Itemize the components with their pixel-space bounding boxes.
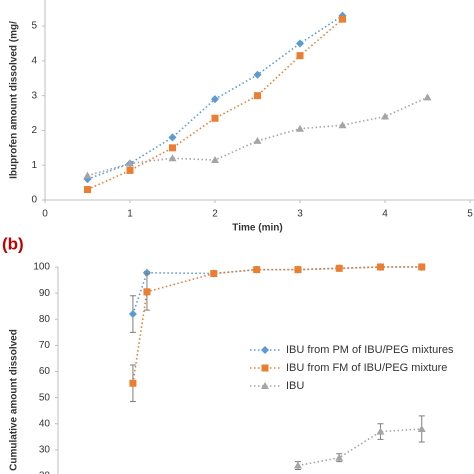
y-axis-title: Ibuprofen amount dissolved (mg/	[9, 21, 20, 179]
point	[338, 121, 347, 129]
point	[417, 424, 426, 432]
point	[253, 70, 262, 79]
point	[253, 266, 261, 274]
point	[211, 156, 219, 163]
legend-label: IBU	[286, 380, 304, 392]
point	[84, 186, 91, 194]
legend-label: IBU from PM of IBU/PEG mixtures	[286, 344, 454, 356]
y-tick-label: 100	[33, 262, 50, 273]
y-tick-label: 80	[39, 314, 51, 325]
panel-label: (b)	[2, 234, 24, 253]
x-tick-label: 3	[297, 209, 303, 220]
y-tick-label: 20	[39, 471, 51, 474]
point	[296, 52, 304, 60]
point	[211, 95, 219, 104]
point	[296, 39, 304, 48]
x-tick-label: 5	[467, 209, 473, 220]
x-tick-label: 1	[127, 209, 133, 220]
point	[126, 159, 134, 167]
y-tick-label: 3	[31, 90, 37, 101]
x-axis-title: Time (min)	[232, 223, 282, 234]
point	[293, 461, 302, 469]
x-tick-label: 0	[42, 209, 48, 220]
point	[376, 427, 385, 435]
y-tick-label: 0	[31, 195, 37, 206]
point	[376, 263, 384, 271]
point	[168, 154, 177, 162]
point	[168, 133, 177, 142]
y-tick-label: 50	[39, 392, 51, 403]
point	[296, 124, 304, 132]
point	[143, 288, 151, 296]
point	[253, 136, 262, 144]
point	[294, 266, 302, 274]
y-axis-title: Cumulative amount dissolved	[9, 329, 20, 471]
series-line	[132, 266, 422, 315]
point	[142, 268, 151, 277]
y-tick-label: 60	[39, 366, 51, 377]
point	[423, 93, 432, 101]
point	[339, 15, 346, 23]
y-tick-label: 2	[31, 125, 37, 136]
point	[210, 270, 218, 278]
point	[381, 112, 389, 120]
point	[83, 171, 92, 179]
y-tick-label: 5	[31, 21, 37, 32]
y-tick-label: 70	[39, 340, 51, 351]
x-tick-label: 4	[382, 209, 388, 220]
y-tick-label: 1	[31, 160, 37, 171]
legend-label: IBU from FM of IBU/PEG mixture	[286, 362, 447, 374]
series-line	[297, 428, 422, 467]
legend-marker	[261, 382, 269, 389]
point	[129, 379, 137, 387]
point	[335, 264, 343, 272]
y-tick-label: 40	[39, 418, 51, 429]
series-line	[132, 266, 422, 384]
point	[128, 310, 137, 319]
point	[418, 263, 426, 271]
y-tick-label: 90	[39, 288, 51, 299]
legend-marker	[261, 364, 269, 372]
series-line	[87, 18, 344, 191]
y-tick-label: 30	[39, 445, 51, 456]
point	[169, 144, 176, 152]
y-tick-label: 4	[31, 56, 37, 67]
point	[254, 92, 261, 100]
point	[211, 114, 219, 122]
x-tick-label: 2	[212, 209, 218, 220]
series-line	[87, 96, 428, 177]
point	[126, 166, 134, 174]
legend-marker	[261, 346, 269, 354]
point	[335, 453, 344, 461]
